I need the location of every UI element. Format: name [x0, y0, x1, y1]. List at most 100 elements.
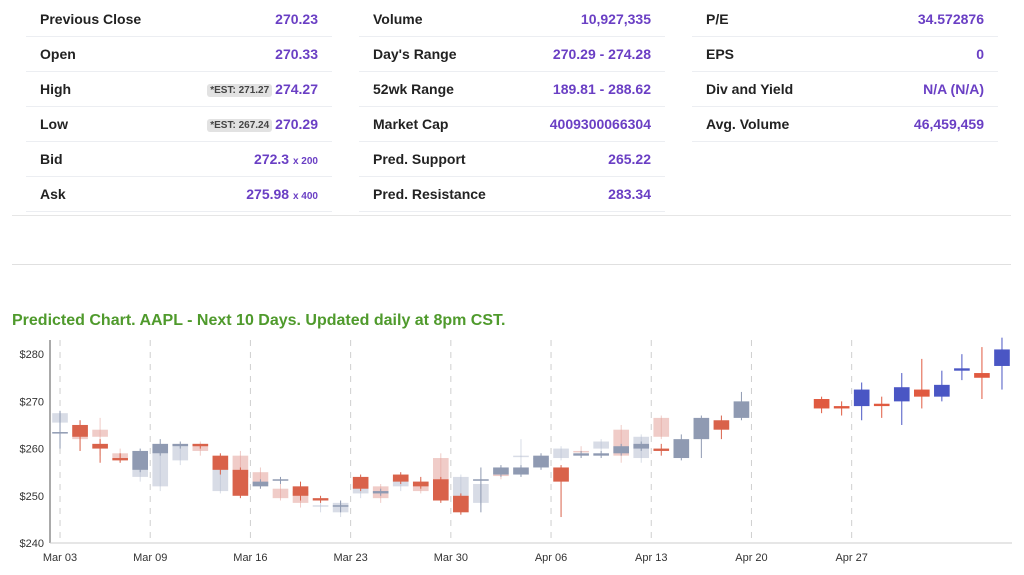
candle-body — [152, 453, 169, 487]
stat-label: Avg. Volume — [706, 116, 790, 132]
stat-label: High — [40, 81, 72, 97]
candle-body — [132, 450, 149, 470]
candle-body — [212, 467, 229, 492]
divider — [12, 215, 1011, 216]
stat-label: Pred. Support — [373, 151, 466, 167]
candle-body — [713, 420, 730, 430]
stat-label: Div and Yield — [706, 81, 794, 97]
x-tick-label: Mar 30 — [434, 552, 468, 564]
stat-row-market-cap: Market Cap 4009300066304 — [359, 107, 665, 142]
candle-body — [252, 472, 269, 484]
x-tick-label: Mar 23 — [334, 552, 368, 564]
est-badge: *EST: 267.24 — [207, 119, 273, 132]
x-tick-label: Mar 03 — [43, 552, 77, 564]
candle-body — [813, 399, 830, 409]
stats-panel: Previous Close 270.23 Open 270.33 High *… — [12, 0, 1012, 215]
y-tick-label: $280 — [20, 349, 44, 361]
candle-body — [573, 453, 589, 456]
candle-body — [633, 443, 650, 449]
stat-value: 10,927,335 — [580, 11, 651, 27]
stat-value: 46,459,459 — [913, 116, 984, 132]
candle-body — [453, 495, 469, 513]
stat-row-avg-volume: Avg. Volume 46,459,459 — [692, 107, 998, 142]
candle-body — [72, 424, 88, 437]
candle-body — [653, 448, 670, 451]
candle-body — [673, 439, 690, 459]
candle-body — [593, 441, 609, 449]
stat-row-52wk-range: 52wk Range 189.81 - 288.62 — [359, 72, 665, 107]
stat-value: 34.572876 — [917, 11, 984, 27]
candle-body — [533, 455, 549, 468]
candle-body — [893, 387, 910, 402]
y-tick-label: $250 — [20, 491, 44, 503]
candle-body — [412, 481, 429, 487]
stat-value-group: *EST: 271.27 274.27 — [207, 81, 318, 97]
stat-label: Previous Close — [40, 11, 142, 27]
y-tick-label: $270 — [20, 396, 44, 408]
candle-body — [954, 368, 970, 371]
stat-value-group: *EST: 267.24 270.29 — [207, 116, 318, 132]
candle-body — [272, 488, 289, 499]
stat-value: 265.22 — [608, 151, 651, 167]
stat-row-volume: Volume 10,927,335 — [359, 2, 665, 37]
stat-value: 272.3 — [254, 151, 290, 167]
stat-value: 4009300066304 — [549, 116, 651, 132]
stat-label: Bid — [40, 151, 63, 167]
candle-body — [994, 349, 1010, 366]
stat-value-group: 275.98 x 400 — [246, 186, 318, 202]
stat-value: 189.81 - 288.62 — [552, 81, 651, 97]
candle-body — [493, 467, 509, 475]
x-tick-label: Apr 27 — [835, 552, 867, 564]
candle-body — [152, 443, 169, 454]
candle-body — [733, 401, 750, 418]
candle-body — [833, 406, 850, 409]
x-tick-label: Apr 13 — [635, 552, 667, 564]
candle-body — [693, 417, 710, 440]
stat-row-pe: P/E 34.572876 — [692, 2, 998, 37]
stat-value: N/A (N/A) — [923, 81, 984, 97]
candle-body — [553, 467, 569, 482]
candle-body — [653, 417, 670, 437]
stat-label: Ask — [40, 186, 66, 202]
x-tick-label: Mar 09 — [133, 552, 167, 564]
stat-label: Pred. Resistance — [373, 186, 486, 202]
candle-body — [853, 389, 870, 407]
stat-row-pred-support: Pred. Support 265.22 — [359, 142, 665, 177]
stats-column-3: P/E 34.572876 EPS 0 Div and Yield N/A (N… — [692, 2, 998, 142]
candle-body — [392, 474, 409, 482]
stat-value: 270.29 - 274.28 — [552, 46, 651, 62]
candle-body — [112, 458, 128, 461]
candle-body — [92, 443, 108, 449]
stat-value: 270.29 — [275, 116, 318, 132]
stat-row-div-yield: Div and Yield N/A (N/A) — [692, 72, 998, 107]
stat-row-ask: Ask 275.98 x 400 — [26, 177, 332, 212]
stat-row-pred-resistance: Pred. Resistance 283.34 — [359, 177, 665, 212]
stat-label: Open — [40, 46, 76, 62]
candle-body — [934, 384, 950, 397]
x-tick-label: Apr 06 — [535, 552, 567, 564]
stat-label: Low — [40, 116, 68, 132]
candle-body — [513, 467, 529, 475]
candle-body — [432, 479, 449, 501]
candle-body — [432, 458, 449, 484]
stat-row-high: High *EST: 271.27 274.27 — [26, 72, 332, 107]
stat-row-bid: Bid 272.3 x 200 — [26, 142, 332, 177]
stat-row-low: Low *EST: 267.24 270.29 — [26, 107, 332, 142]
y-tick-label: $260 — [20, 444, 44, 456]
stat-row-previous-close: Previous Close 270.23 — [26, 2, 332, 37]
candle-body — [312, 505, 329, 507]
candle-body — [974, 373, 990, 378]
stat-label: 52wk Range — [373, 81, 454, 97]
candle-body — [312, 498, 329, 501]
candle-body — [292, 486, 309, 496]
candle-body — [52, 432, 68, 434]
candle-body — [172, 446, 189, 461]
candlestick-chart: $240 $250 $260 $270 $280 Mar 03 Mar 09 Mar 16 Ma… — [20, 337, 1012, 564]
candle-body — [172, 443, 189, 447]
candle-body — [613, 446, 630, 454]
divider — [12, 264, 1011, 265]
stat-value: 274.27 — [275, 81, 318, 97]
stat-row-open: Open 270.33 — [26, 37, 332, 72]
stat-value: 275.98 — [246, 186, 290, 202]
stat-label: Market Cap — [373, 116, 449, 132]
